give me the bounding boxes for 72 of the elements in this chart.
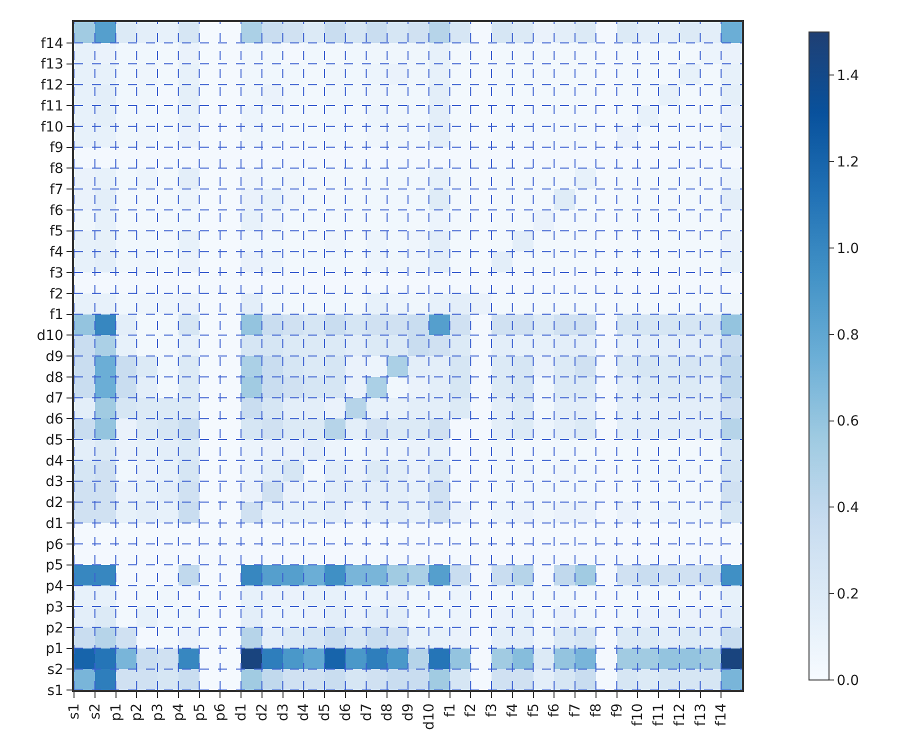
y-tick-label: p6: [46, 536, 64, 553]
x-tick-label: d3: [275, 703, 292, 722]
x-tick-label: d1: [234, 703, 250, 722]
color-bar-label: 1.0: [836, 240, 860, 257]
y-tick-label: p5: [46, 558, 64, 574]
y-tick-label: d7: [46, 390, 64, 407]
x-tick-label: s1: [66, 703, 83, 720]
y-tick-label: f8: [50, 161, 64, 178]
x-tick-label: p3: [150, 703, 166, 722]
color-bar-label: 0.6: [836, 414, 860, 430]
x-tick-label: p2: [129, 703, 146, 722]
x-tick-label: d5: [317, 703, 334, 722]
y-tick-label: f6: [50, 202, 64, 219]
y-tick-label: f5: [50, 224, 64, 240]
y-tick-label: f1: [50, 307, 64, 324]
x-tick-label: f7: [568, 703, 584, 718]
x-tick-label: s2: [87, 703, 104, 720]
y-tick-label: f4: [50, 244, 64, 261]
color-bar-label: 0.8: [836, 327, 860, 344]
y-tick-label: d3: [46, 474, 64, 490]
x-tick-label: f2: [463, 703, 480, 718]
y-tick-label: d2: [46, 495, 64, 512]
y-tick-label: f12: [40, 78, 64, 94]
color-bar-label: 1.2: [836, 154, 860, 170]
x-tick-label: p5: [192, 703, 208, 722]
x-tick-label: p1: [108, 703, 124, 722]
y-tick-label: f3: [50, 265, 64, 282]
x-tick-label: f12: [672, 703, 688, 726]
x-tick-label: f10: [630, 703, 646, 726]
x-tick-label: f9: [609, 703, 626, 718]
y-tick-label: p3: [46, 599, 64, 616]
x-tick-label: f1: [442, 703, 458, 718]
y-tick-label: f11: [40, 98, 64, 114]
y-tick-label: d6: [46, 412, 64, 428]
x-tick-label: d8: [380, 703, 396, 722]
color-bar-label: 0.2: [836, 586, 860, 602]
y-tick-label: p1: [46, 641, 64, 658]
x-tick-label: d9: [400, 703, 417, 722]
x-tick-label: f11: [651, 703, 668, 726]
x-tick-label: f8: [588, 703, 604, 718]
x-tick-label: p4: [170, 703, 187, 722]
y-tick-label: p4: [46, 578, 64, 595]
x-tick-label: f13: [692, 703, 709, 726]
x-tick-label: d10: [421, 703, 438, 730]
y-tick-label: d10: [36, 328, 64, 344]
y-tick-label: s1: [47, 682, 64, 699]
y-tick-label: f7: [50, 182, 64, 198]
y-tick-label: d9: [46, 348, 64, 365]
x-tick-label: d4: [296, 703, 312, 722]
color-bar-label: 0.0: [836, 672, 860, 689]
y-tick-label: d8: [46, 370, 64, 386]
y-tick-label: s2: [47, 662, 64, 678]
x-tick-label: d7: [358, 703, 375, 722]
x-tick-label: f5: [526, 703, 542, 718]
y-tick-label: p2: [46, 620, 64, 636]
x-tick-label: f14: [714, 703, 730, 726]
y-tick-label: f9: [50, 140, 64, 156]
y-tick-label: f10: [40, 119, 64, 136]
y-tick-label: d4: [46, 453, 64, 470]
y-tick-label: f13: [40, 56, 64, 73]
y-tick-label: f14: [40, 36, 64, 52]
x-tick-label: d2: [254, 703, 270, 722]
y-tick-label: d1: [46, 516, 64, 532]
y-tick-label: f2: [50, 286, 64, 302]
x-tick-label: f4: [504, 703, 521, 718]
color-bar-label: 1.4: [836, 68, 860, 84]
x-tick-label: f6: [546, 703, 563, 718]
x-tick-label: p6: [212, 703, 229, 722]
y-tick-label: d5: [46, 432, 64, 448]
x-tick-label: d6: [338, 703, 354, 722]
color-bar-label: 0.4: [836, 500, 860, 516]
x-tick-label: f3: [484, 703, 500, 718]
